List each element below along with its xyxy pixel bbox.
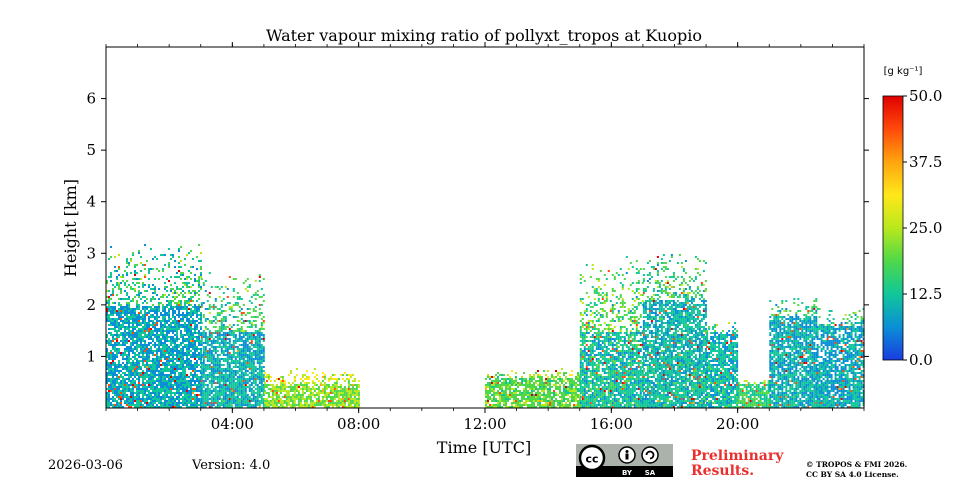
cc-license-badge: cc BY SA (576, 444, 673, 477)
y-tick-label: 3 (86, 244, 96, 262)
version-label: Version: 4.0 (192, 458, 271, 473)
share-alike-icon (641, 446, 659, 464)
data-region-0 (106, 244, 202, 408)
chart-title: Water vapour mixing ratio of pollyxt_tro… (266, 26, 702, 45)
colorbar-unit-label: [g kg⁻¹] (884, 66, 923, 77)
data-region-3 (485, 368, 581, 408)
y-tick-label: 5 (86, 141, 96, 159)
colorbar-tick-label: 0.0 (909, 351, 933, 369)
colorbar: 0.0 12.5 25.0 37.5 50.0 (882, 87, 942, 369)
data-region-2 (263, 368, 360, 408)
data-region-5 (642, 254, 707, 408)
colorbar-tick-label: 37.5 (909, 153, 942, 171)
data-region-6 (706, 322, 739, 408)
data-region-9 (816, 308, 865, 408)
x-tick-label: 04:00 (211, 415, 254, 433)
colorbar-tick-label: 25.0 (909, 219, 942, 237)
x-tick-label: 16:00 (590, 415, 633, 433)
x-axis-label: Time [UTC] (437, 438, 531, 457)
plot-frame (105, 46, 865, 409)
data-region-1 (200, 272, 265, 408)
y-tick-label: 6 (86, 90, 96, 108)
y-tick-label: 4 (86, 193, 96, 211)
x-tick-label: 08:00 (337, 415, 380, 433)
data-region-8 (769, 298, 818, 408)
y-tick-label: 1 (86, 347, 96, 365)
data-region-7 (737, 380, 770, 408)
colorbar-tick-label: 12.5 (909, 285, 942, 303)
y-tick-label: 2 (86, 296, 96, 314)
colorbar-gradient (882, 95, 904, 361)
x-tick-label: 12:00 (463, 415, 506, 433)
copyright-line-2: CC BY SA 4.0 License. (806, 470, 899, 479)
by-label: BY (622, 469, 633, 477)
sa-label: SA (645, 469, 656, 477)
copyright-note: © TROPOS & FMI 2026. CC BY SA 4.0 Licens… (806, 460, 907, 480)
y-axis-label: Height [km] (61, 179, 80, 277)
copyright-line-1: © TROPOS & FMI 2026. (806, 460, 908, 469)
cc-icon-text: cc (585, 453, 598, 466)
cc-icon (578, 444, 606, 472)
preliminary-results-note: Preliminary Results. (691, 448, 784, 479)
x-tick-label: 20:00 (716, 415, 759, 433)
data-region-4 (579, 256, 644, 408)
date-label: 2026-03-06 (48, 458, 123, 473)
axes: 04:00 08:00 12:00 16:00 20:00 1 2 3 4 5 6 (86, 42, 869, 433)
heatmap-data (106, 244, 865, 408)
colorbar-tick-label: 50.0 (909, 87, 942, 105)
